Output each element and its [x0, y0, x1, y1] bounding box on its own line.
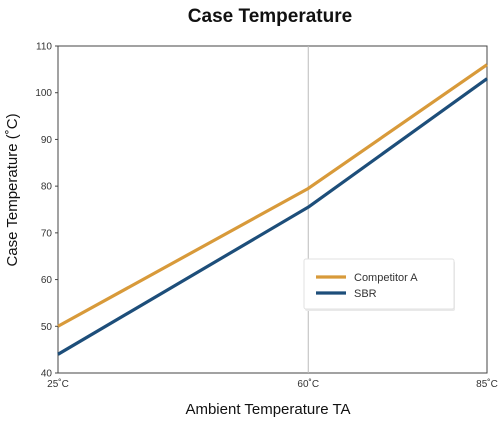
chart-title: Case Temperature	[188, 6, 352, 27]
y-tick-label: 60	[41, 275, 53, 286]
y-tick-label: 70	[41, 228, 53, 239]
y-tick-label: 90	[41, 135, 53, 146]
legend-box	[303, 258, 455, 310]
series-line-competitor-a	[57, 63, 488, 328]
y-axis-label: Case Temperature (˚C)	[4, 113, 21, 266]
x-tick-label: 25˚C	[47, 378, 69, 390]
series-lines	[57, 63, 488, 356]
y-tick-labels: 40 50 60 70 80 90 100 110	[35, 42, 58, 380]
x-axis-label: Ambient Temperature TA	[185, 401, 350, 418]
y-tick-label: 80	[41, 182, 53, 193]
series-line-sbr	[57, 77, 488, 356]
legend-label: SBR	[354, 288, 377, 300]
plot-border	[57, 45, 488, 374]
y-tick-label: 110	[36, 42, 52, 53]
x-tick-label: 85˚C	[476, 378, 498, 390]
y-tick-label: 100	[35, 88, 52, 99]
plot-frame	[57, 45, 488, 374]
y-tick-label: 40	[41, 369, 53, 380]
x-tick-label: 60˚C	[297, 378, 319, 390]
x-tick-labels: 25˚C 60˚C 85˚C	[47, 378, 498, 390]
legend: Competitor A SBR	[303, 258, 455, 311]
y-tick-label: 50	[41, 322, 53, 333]
legend-label: Competitor A	[354, 272, 418, 284]
